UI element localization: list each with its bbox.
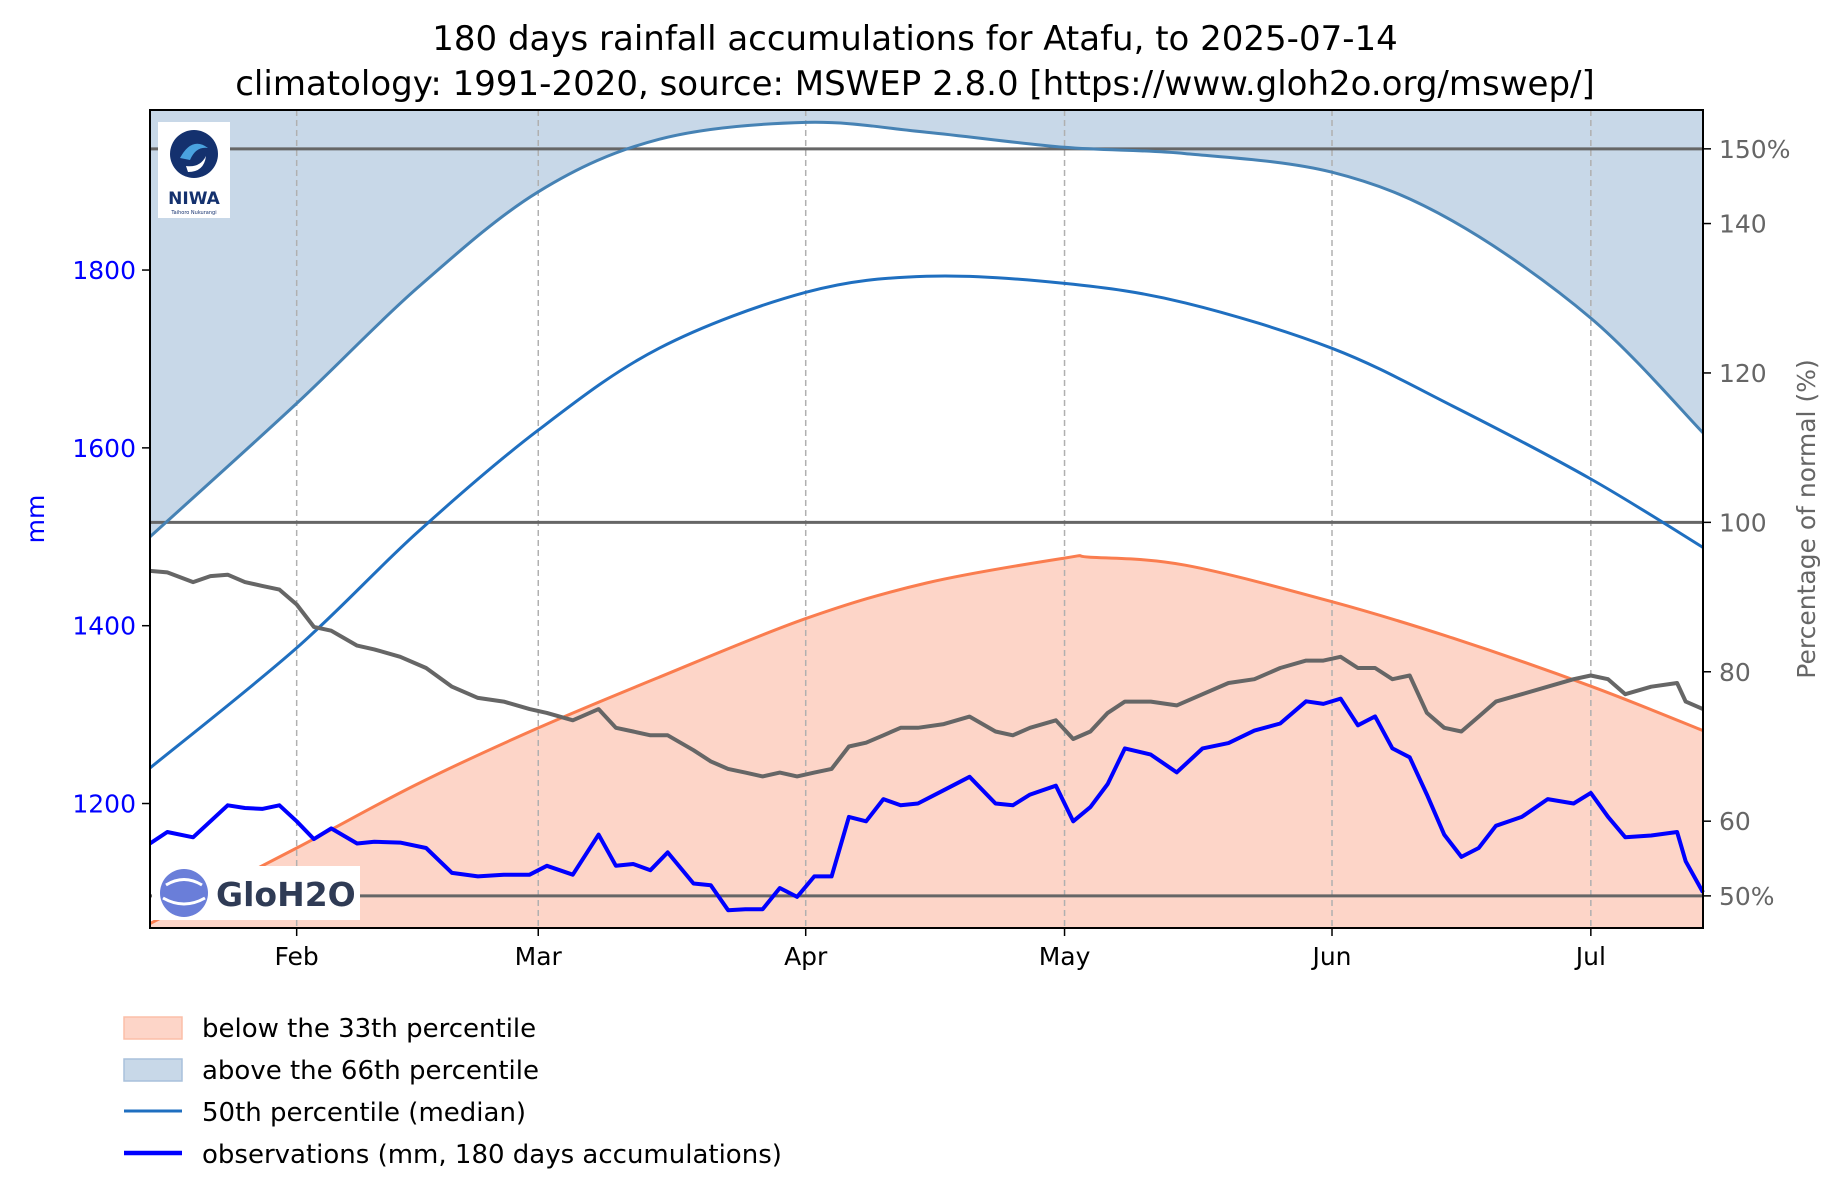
legend-label-median: 50th percentile (median) — [202, 1098, 526, 1128]
x-tick-label-jun: Jun — [1310, 942, 1351, 971]
niwa-logo-text: NIWA — [168, 189, 221, 209]
gloh2o-globe-icon — [160, 869, 208, 917]
legend-swatch-above-66 — [123, 1058, 183, 1082]
percent-of-normal-line — [149, 568, 1704, 779]
niwa-logo-subtext: Taihoro Nukurangi — [170, 210, 216, 216]
legend-item-above-66: above the 66th percentile — [123, 1056, 539, 1086]
y-tick-label-1600: 1600 — [72, 434, 136, 463]
below-33-fill — [150, 555, 1703, 928]
y-axis-label: mm — [21, 495, 50, 544]
chart-title: 180 days rainfall accumulations for Ataf… — [432, 19, 1398, 59]
legend: below the 33th percentile above the 66th… — [123, 1014, 782, 1170]
legend-label-above-66: above the 66th percentile — [202, 1056, 539, 1086]
y2-tick-label-150: 150% — [1719, 135, 1790, 164]
x-tick-label-jul: Jul — [1574, 942, 1606, 971]
legend-label-observed: observations (mm, 180 days accumulations… — [202, 1140, 782, 1170]
niwa-logo: NIWA Taihoro Nukurangi — [158, 122, 230, 218]
gloh2o-globe-lines — [162, 878, 206, 906]
x-tick-label-may: May — [1039, 942, 1091, 971]
median-line — [149, 274, 1704, 770]
plot-frame — [149, 109, 1704, 929]
y-tick-label-1400: 1400 — [72, 612, 136, 641]
gloh2o-logo-text: GloH2O — [216, 875, 356, 914]
x-tick-label-feb: Feb — [275, 942, 319, 971]
legend-item-observed: observations (mm, 180 days accumulations… — [124, 1140, 782, 1170]
observations-line — [148, 696, 1705, 913]
p33-line — [149, 554, 1704, 925]
y-tick-label-1800: 1800 — [72, 256, 136, 285]
legend-item-below-33: below the 33th percentile — [123, 1014, 536, 1044]
legend-swatch-below-33 — [123, 1016, 183, 1040]
legend-item-median: 50th percentile (median) — [124, 1098, 526, 1128]
y2-axis-label: Percentage of normal (%) — [1792, 359, 1821, 678]
niwa-logo-swirl — [180, 143, 208, 160]
y2-tick-label-60: 60 — [1719, 807, 1751, 836]
x-tick-label-mar: Mar — [515, 942, 563, 971]
reference-lines — [150, 147, 1703, 898]
niwa-logo-wave — [186, 156, 206, 172]
above-66-fill — [150, 110, 1703, 537]
series-lines — [148, 120, 1705, 925]
y2-tick-label-140: 140 — [1719, 210, 1767, 239]
y2-tick-label-80: 80 — [1719, 658, 1751, 687]
gloh2o-logo: GloH2O — [152, 866, 360, 920]
niwa-logo-emblem — [170, 130, 218, 178]
y2-tick-label-100: 100 — [1719, 508, 1767, 537]
legend-label-below-33: below the 33th percentile — [202, 1014, 536, 1044]
y-tick-label-1200: 1200 — [72, 790, 136, 819]
axis-ticks: Feb Mar Apr May Jun Jul 1200 1400 1600 1800 50% 60 8… — [72, 135, 1790, 971]
y2-tick-label-120: 120 — [1719, 359, 1767, 388]
p66-line — [148, 120, 1705, 538]
y2-tick-label-50: 50% — [1719, 882, 1775, 911]
x-tick-label-apr: Apr — [784, 942, 828, 971]
chart-subtitle: climatology: 1991-2020, source: MSWEP 2.… — [235, 64, 1595, 104]
